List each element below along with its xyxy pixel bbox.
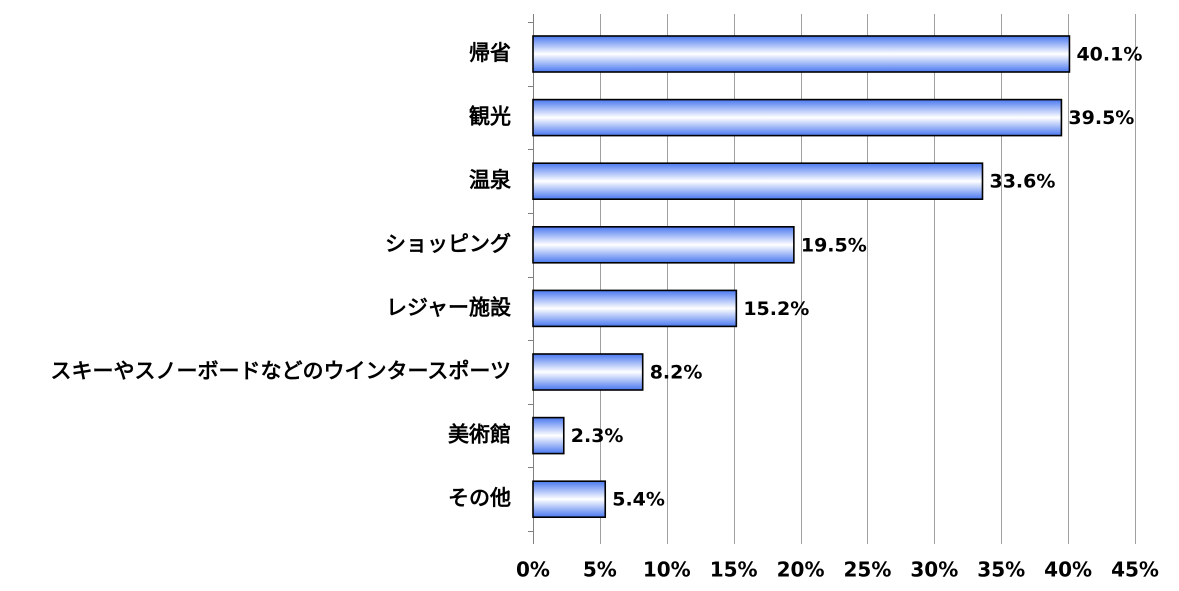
x-tick-label: 40%	[1044, 558, 1092, 582]
data-label: 33.6%	[989, 171, 1055, 193]
x-tick-label: 35%	[977, 558, 1025, 582]
data-label: 8.2%	[650, 362, 703, 384]
category-label: 美術館	[448, 423, 511, 447]
data-label: 19.5%	[801, 234, 867, 256]
x-tick-label: 45%	[1111, 558, 1159, 582]
x-tick-label: 5%	[583, 558, 617, 582]
x-tick-label: 25%	[844, 558, 892, 582]
data-label: 40.1%	[1076, 44, 1142, 66]
x-tick-label: 20%	[777, 558, 825, 582]
labels: 0% 5% 10% 15% 20% 25% 30% 35% 40% 45% 40.1% 帰省 39.5%…	[50, 41, 1158, 582]
x-tick-label: 30%	[910, 558, 958, 582]
category-label: 帰省	[469, 41, 511, 65]
x-tick-label: 15%	[710, 558, 758, 582]
bar-1	[532, 98, 1063, 137]
bar-7	[532, 480, 607, 519]
bar-2	[532, 162, 984, 200]
bar-4	[532, 289, 738, 328]
bar-6	[532, 416, 565, 455]
x-tick-label: 0%	[516, 558, 550, 582]
category-label: 温泉	[469, 168, 512, 192]
x-tick-label: 10%	[643, 558, 691, 582]
data-label: 2.3%	[571, 425, 624, 447]
data-label: 15.2%	[743, 298, 809, 320]
category-label: ショッピング	[385, 232, 511, 256]
bar-3	[532, 226, 795, 264]
category-label: その他	[448, 486, 511, 510]
data-label: 39.5%	[1068, 107, 1134, 129]
category-label: スキーやスノーボードなどのウインタースポーツ	[50, 359, 511, 383]
data-label: 5.4%	[612, 489, 665, 511]
bars	[532, 35, 1071, 519]
category-label: レジャー施設	[386, 295, 512, 319]
bar-5	[532, 353, 644, 391]
category-label: 観光	[469, 105, 511, 129]
gridlines	[528, 14, 1136, 544]
bar-0	[532, 35, 1071, 73]
